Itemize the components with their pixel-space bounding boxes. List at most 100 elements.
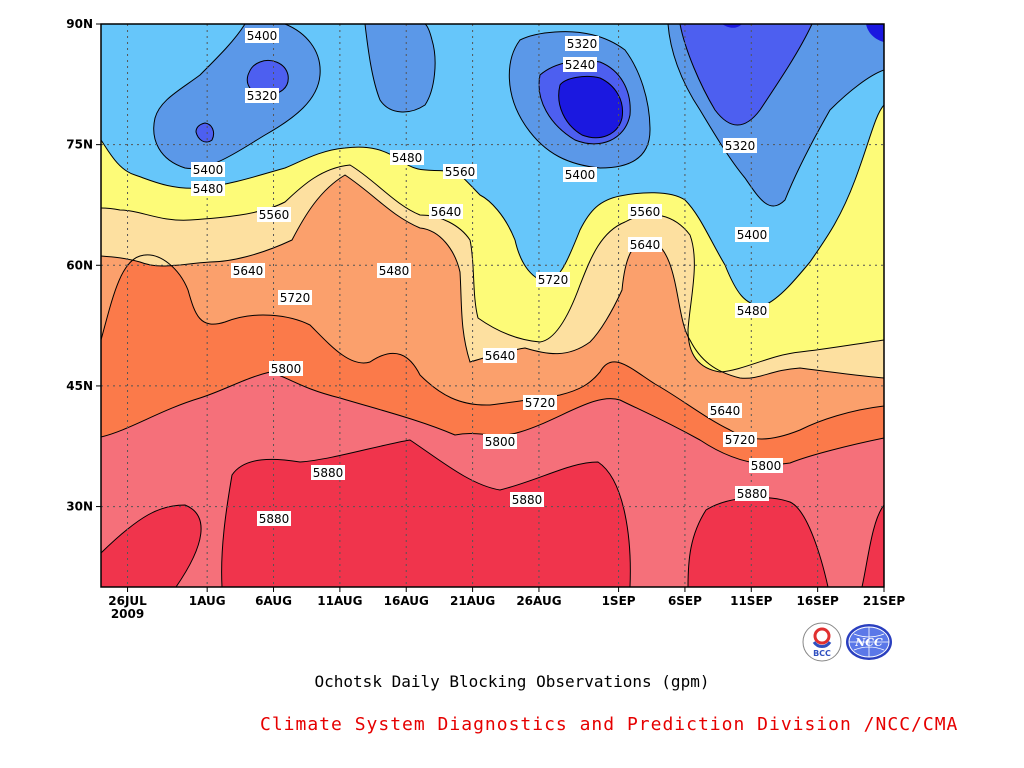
contour-label: 5480 bbox=[191, 181, 225, 196]
x-tick-label: 1SEP bbox=[602, 594, 636, 608]
contour-label-box bbox=[191, 162, 225, 177]
x-tick-label: 16SEP bbox=[796, 594, 839, 608]
band-5240-west bbox=[247, 60, 289, 95]
contour-label-text: 5880 bbox=[259, 512, 290, 526]
contour-label: 5880 bbox=[311, 465, 345, 480]
x-tick-label: 16AUG bbox=[384, 594, 429, 608]
y-tick-label: 45N bbox=[66, 379, 93, 393]
contour-label-box bbox=[483, 434, 517, 449]
contour-label-text: 5320 bbox=[725, 139, 756, 153]
contour-line bbox=[101, 164, 884, 373]
contour-label-text: 5560 bbox=[445, 165, 476, 179]
band-5160-corner bbox=[866, 24, 884, 42]
contour-label: 5400 bbox=[735, 227, 769, 242]
x-tick-label: 21AUG bbox=[450, 594, 495, 608]
contour-label-box bbox=[563, 57, 597, 72]
contour-label-box bbox=[191, 181, 225, 196]
contour-label: 5400 bbox=[563, 167, 597, 182]
contour-line bbox=[861, 504, 884, 587]
contour-label-box bbox=[708, 403, 742, 418]
contour-label: 5800 bbox=[749, 458, 783, 473]
contour-label: 5720 bbox=[278, 290, 312, 305]
contour-label-box bbox=[510, 492, 544, 507]
contour-label-text: 5720 bbox=[538, 273, 569, 287]
contour-line bbox=[508, 31, 651, 169]
contour-line bbox=[558, 75, 624, 139]
band-5160-core bbox=[558, 76, 623, 138]
contour-label: 5880 bbox=[257, 511, 291, 526]
contour-label-text: 5400 bbox=[737, 228, 768, 242]
contour-label: 5640 bbox=[429, 204, 463, 219]
x-tick-label: 11SEP bbox=[730, 594, 773, 608]
contour-label: 5640 bbox=[231, 263, 265, 278]
contour-label-box bbox=[245, 88, 279, 103]
contour-label-text: 5800 bbox=[751, 459, 782, 473]
contour-label: 5560 bbox=[257, 207, 291, 222]
contour-label-text: 5400 bbox=[565, 168, 596, 182]
contour-label-box bbox=[536, 272, 570, 287]
contour-label-box bbox=[257, 207, 291, 222]
y-tick-label: 30N bbox=[66, 500, 93, 514]
contour-label: 5720 bbox=[523, 395, 557, 410]
contour-label: 5560 bbox=[628, 204, 662, 219]
ncc-logo: NCC bbox=[844, 622, 894, 662]
contour-label-text: 5480 bbox=[379, 264, 410, 278]
contour-label: 5800 bbox=[483, 434, 517, 449]
contour-label-box bbox=[735, 227, 769, 242]
contour-label-box bbox=[565, 36, 599, 51]
x-tick-label: 1AUG bbox=[189, 594, 226, 608]
contour-label-box bbox=[523, 395, 557, 410]
contour-label-text: 5240 bbox=[565, 58, 596, 72]
contour-label-box bbox=[390, 150, 424, 165]
contour-label-text: 5640 bbox=[431, 205, 462, 219]
contour-line bbox=[195, 122, 215, 143]
contour-label: 5720 bbox=[536, 272, 570, 287]
band-5160-ne bbox=[722, 24, 742, 28]
contour-label-text: 5480 bbox=[392, 151, 423, 165]
contour-line bbox=[101, 104, 884, 306]
contour-line bbox=[667, 24, 884, 207]
y-tick-label: 75N bbox=[66, 138, 93, 152]
contour-label-text: 5400 bbox=[247, 29, 278, 43]
contour-label-box bbox=[269, 361, 303, 376]
band-5320-mid bbox=[365, 24, 436, 112]
contour-label-text: 5720 bbox=[725, 433, 756, 447]
band-5240-w2 bbox=[196, 123, 214, 143]
contour-label-box bbox=[628, 237, 662, 252]
contour-lines bbox=[101, 24, 884, 587]
contour-line bbox=[101, 504, 202, 587]
contour-label-text: 5880 bbox=[737, 487, 768, 501]
contour-label-box bbox=[257, 511, 291, 526]
band-5240-ne bbox=[680, 24, 812, 125]
x-tick-label: 21SEP bbox=[863, 594, 906, 608]
contour-label-text: 5640 bbox=[630, 238, 661, 252]
x-tick-label: 26AUG bbox=[516, 594, 561, 608]
chart-title: Ochotsk Daily Blocking Observations (gpm… bbox=[314, 672, 710, 691]
contour-label: 5480 bbox=[377, 263, 411, 278]
contour-line bbox=[679, 24, 813, 126]
contour-label: 5320 bbox=[723, 138, 757, 153]
contour-label-box bbox=[278, 290, 312, 305]
contour-label-text: 5400 bbox=[193, 163, 224, 177]
contour-label-box bbox=[429, 204, 463, 219]
credit-line: Climate System Diagnostics and Predictio… bbox=[260, 714, 959, 735]
contour-label-text: 5560 bbox=[630, 205, 661, 219]
x-tick-label: 6AUG bbox=[255, 594, 292, 608]
y-tick-label: 90N bbox=[66, 17, 93, 31]
contour-label: 5240 bbox=[563, 57, 597, 72]
contour-label: 5880 bbox=[735, 486, 769, 501]
y-axis: 30N 45N 60N 75N 90N bbox=[66, 17, 101, 514]
contour-label-box bbox=[749, 458, 783, 473]
contour-label: 5640 bbox=[628, 237, 662, 252]
contour-label: 5720 bbox=[723, 432, 757, 447]
contour-label: 5640 bbox=[708, 403, 742, 418]
x-tick-label: 26JUL bbox=[108, 594, 147, 608]
contour-label: 5560 bbox=[443, 164, 477, 179]
contour-label: 5800 bbox=[269, 361, 303, 376]
contour-label-text: 5320 bbox=[567, 37, 598, 51]
contour-label-text: 5880 bbox=[313, 466, 344, 480]
contour-label-box bbox=[735, 303, 769, 318]
contour-label-box bbox=[735, 486, 769, 501]
